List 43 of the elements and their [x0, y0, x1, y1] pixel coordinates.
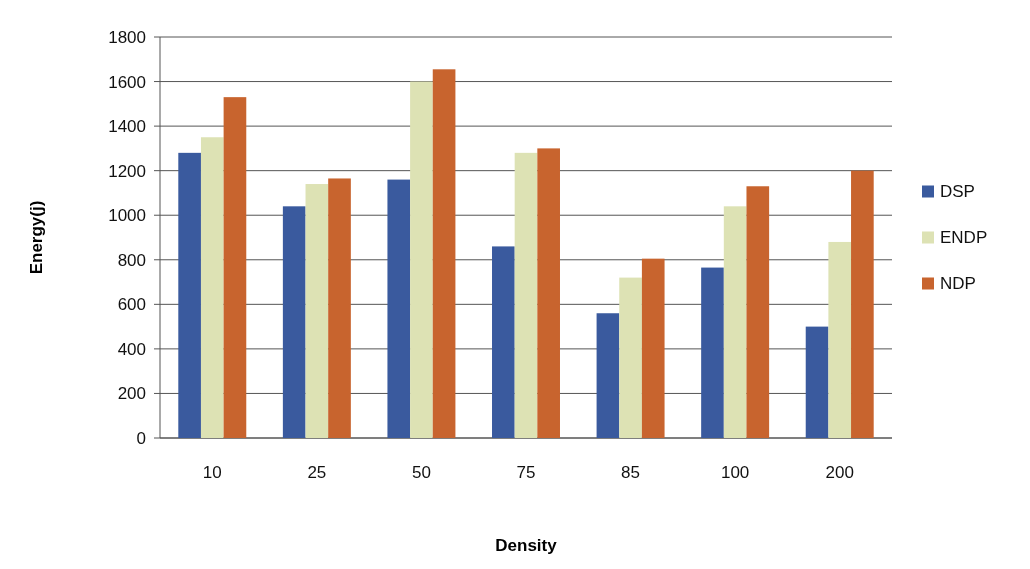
bar: [828, 241, 852, 438]
y-axis-title: Energy(j): [27, 200, 46, 275]
bar: [851, 170, 874, 438]
bar: [200, 137, 224, 438]
x-tick-label: 85: [621, 463, 641, 482]
legend-label: DSP: [940, 182, 975, 202]
bar: [282, 206, 306, 438]
bar: [746, 186, 770, 438]
legend-label: ENDP: [940, 228, 988, 248]
bar: [537, 148, 560, 438]
x-tick-label: 75: [516, 463, 536, 482]
bar: [492, 246, 515, 438]
x-tick-label: 100: [720, 463, 750, 482]
bar: [432, 69, 456, 438]
bar: [641, 258, 665, 438]
bar: [328, 178, 351, 438]
x-tick-label: 25: [307, 463, 327, 482]
y-tick-label: 1000: [108, 206, 146, 226]
bar: [410, 81, 433, 438]
legend-label: NDP: [940, 274, 976, 294]
y-tick-label: 400: [117, 339, 146, 359]
x-tick-label: 200: [825, 463, 854, 482]
bar: [514, 152, 538, 438]
bar: [178, 152, 201, 438]
bar: [701, 267, 724, 438]
y-tick-label: 1800: [108, 27, 146, 47]
y-tick-label: 1600: [108, 72, 146, 92]
bar: [223, 97, 247, 438]
x-axis-title: Density: [495, 536, 558, 555]
bar: [805, 326, 829, 438]
y-tick-label: 200: [117, 384, 146, 404]
y-tick-label: 0: [136, 428, 146, 448]
x-tick-label: 50: [411, 463, 431, 482]
bar: [387, 179, 411, 438]
bar: [596, 313, 620, 438]
bar: [619, 277, 642, 438]
bar: [305, 184, 329, 438]
y-tick-label: 800: [117, 250, 146, 270]
y-tick-label: 600: [117, 295, 146, 315]
bar: [723, 206, 747, 438]
y-tick-label: 1200: [108, 161, 146, 181]
y-tick-label: 1400: [108, 117, 146, 137]
x-tick-label: 10: [202, 463, 222, 482]
